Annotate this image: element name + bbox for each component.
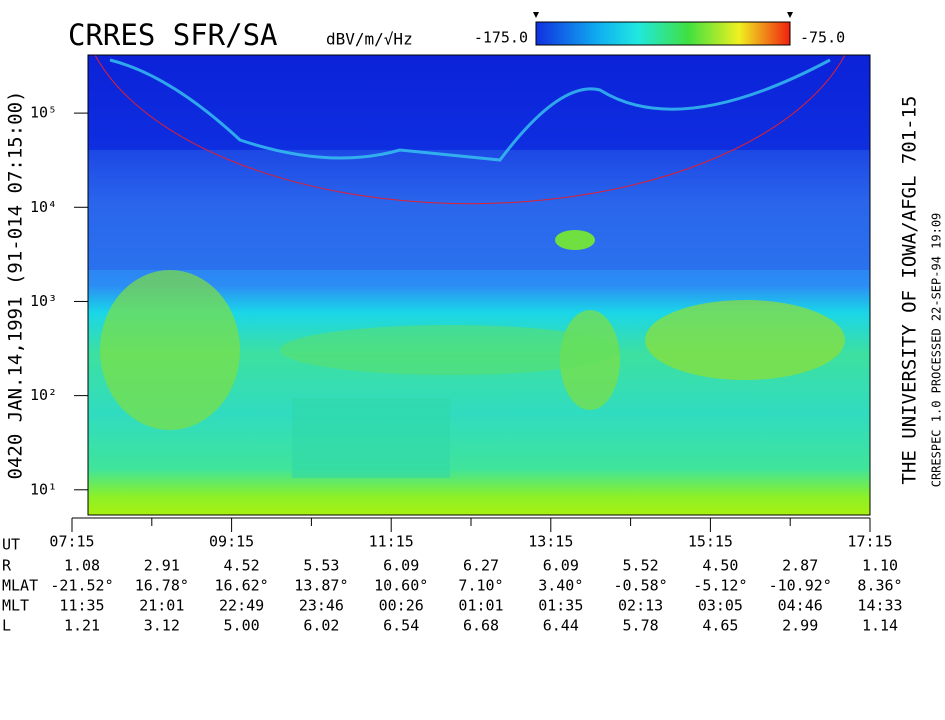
ephemeris-value: 1.14 <box>862 617 898 635</box>
ephemeris-value: 6.44 <box>543 617 579 635</box>
ephemeris-value: 01:01 <box>458 597 503 615</box>
ephemeris-value: 13.87° <box>294 577 348 595</box>
ephemeris-value: 6.02 <box>303 617 339 635</box>
ephemeris-value: 16.62° <box>215 577 269 595</box>
ephemeris-value: 5.00 <box>224 617 260 635</box>
ephemeris-row-label: MLAT <box>2 577 38 595</box>
ephemeris-value: 3.40° <box>538 577 583 595</box>
ephemeris-value: 00:26 <box>379 597 424 615</box>
ephemeris-value: 03:05 <box>698 597 743 615</box>
ephemeris-value: -10.92° <box>769 577 832 595</box>
y-tick-label: 10³ <box>30 292 57 310</box>
ephemeris-value: 4.65 <box>702 617 738 635</box>
ephemeris-value: 1.08 <box>64 557 100 575</box>
ephemeris-value: 8.36° <box>857 577 902 595</box>
ephemeris-value: 2.99 <box>782 617 818 635</box>
ephemeris-value: 11:35 <box>59 597 104 615</box>
ephemeris-value: -21.52° <box>50 577 113 595</box>
ephemeris-value: 2.87 <box>782 557 818 575</box>
ephemeris-value: 4.52 <box>224 557 260 575</box>
y-axis-label: 0420 JAN.14,1991 (91-014 07:15:00) <box>5 91 27 480</box>
ephemeris-value: 5.53 <box>303 557 339 575</box>
right-sublabel: CRRESPEC 1.0 PROCESSED 22-SEP-94 19:09 <box>930 213 944 488</box>
ephemeris-value: 01:35 <box>538 597 583 615</box>
ephemeris-value: 1.10 <box>862 557 898 575</box>
ephemeris-value: 02:13 <box>618 597 663 615</box>
ephemeris-row-label: MLT <box>2 597 29 615</box>
ephemeris-value: 6.68 <box>463 617 499 635</box>
y-tick-label: 10² <box>30 386 57 404</box>
y-tick-label: 10⁵ <box>30 104 57 122</box>
y-tick-label: 10¹ <box>30 480 57 498</box>
ephemeris-value: 22:49 <box>219 597 264 615</box>
colorbar <box>535 21 791 46</box>
ephemeris-value: 7.10° <box>458 577 503 595</box>
spectrogram <box>88 55 870 515</box>
x-tick-label: 15:15 <box>688 533 733 551</box>
x-tick-label: 09:15 <box>209 533 254 551</box>
ephemeris-value: 4.50 <box>702 557 738 575</box>
ephemeris-row-label: R <box>2 557 12 575</box>
ephemeris-value: 6.09 <box>383 557 419 575</box>
ephemeris-value: 10.60° <box>374 577 428 595</box>
ephemeris-value: 16.78° <box>135 577 189 595</box>
ephemeris-value: 3.12 <box>144 617 180 635</box>
ephemeris-value: 6.54 <box>383 617 419 635</box>
colorbar-tick-label: -75.0 <box>800 29 845 47</box>
ephemeris-value: 23:46 <box>299 597 344 615</box>
y-tick-label: 10⁴ <box>30 198 57 216</box>
ephemeris-value: 04:46 <box>778 597 823 615</box>
x-tick-label: 17:15 <box>847 533 892 551</box>
colorbar-label: dBV/m/√Hz <box>326 30 413 49</box>
ephemeris-value: 5.78 <box>623 617 659 635</box>
ephemeris-value: 1.21 <box>64 617 100 635</box>
right-label: THE UNIVERSITY OF IOWA/AFGL 701-15 <box>899 96 921 485</box>
ephemeris-value: 21:01 <box>139 597 184 615</box>
colorbar-tick-label: -175.0 <box>474 29 528 47</box>
ephemeris-value: -0.58° <box>614 577 668 595</box>
chart-title: CRRES SFR/SA <box>68 18 278 52</box>
ephemeris-header: UT <box>2 536 20 554</box>
ephemeris-value: 5.52 <box>623 557 659 575</box>
ephemeris-value: 14:33 <box>857 597 902 615</box>
x-tick-label: 11:15 <box>369 533 414 551</box>
colorbar-tick <box>533 12 539 18</box>
x-tick-label: 13:15 <box>528 533 573 551</box>
ephemeris-value: 2.91 <box>144 557 180 575</box>
ephemeris-row-label: L <box>2 617 11 635</box>
ephemeris-value: -5.12° <box>693 577 747 595</box>
colorbar-tick <box>787 12 793 18</box>
ephemeris-value: 6.27 <box>463 557 499 575</box>
ephemeris-value: 6.09 <box>543 557 579 575</box>
x-tick-label: 07:15 <box>49 533 94 551</box>
